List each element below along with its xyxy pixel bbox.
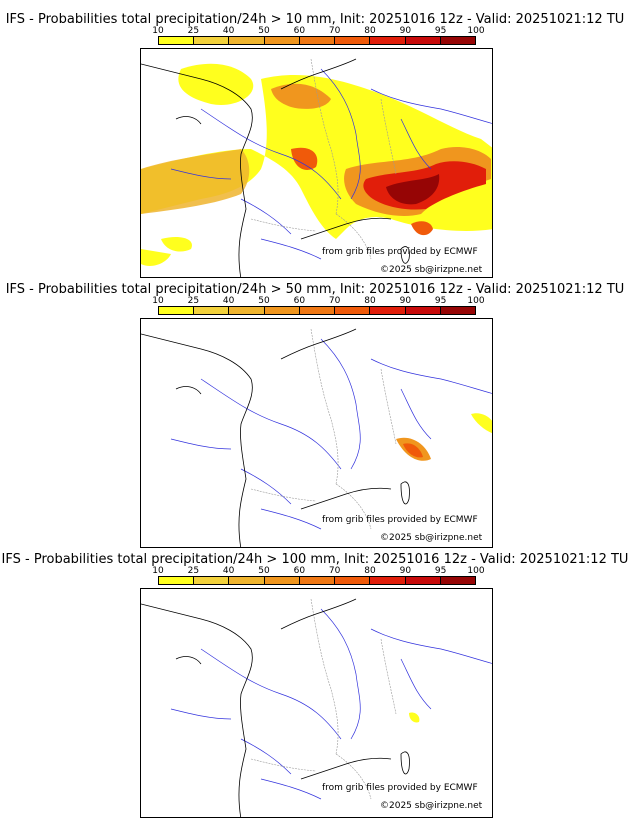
- borders: [250, 598, 397, 800]
- colorbar-tick-label: 95: [434, 566, 447, 576]
- coastline: [141, 598, 410, 817]
- colorbar-segment: [159, 37, 195, 44]
- colorbar-tick-label: 60: [293, 26, 306, 36]
- colorbar-tick-label: 80: [364, 566, 376, 576]
- source-credit: from grib files provided by ECMWF: [322, 783, 478, 793]
- colorbar-tick-label: 90: [399, 296, 412, 306]
- precip-shading: [409, 712, 420, 723]
- colorbar-segment: [159, 307, 195, 314]
- source-credit: from grib files provided by ECMWF: [322, 247, 478, 257]
- colorbar: [158, 576, 476, 585]
- colorbar-segment: [440, 577, 475, 584]
- colorbar-segment: [335, 577, 371, 584]
- colorbar-segment: [405, 577, 441, 584]
- precip-shading: [141, 63, 492, 266]
- colorbar-tick-label: 100: [467, 26, 485, 36]
- colorbar-segment: [370, 307, 406, 314]
- colorbar-segment: [229, 307, 265, 314]
- colorbar-tick-label: 50: [258, 566, 270, 576]
- colorbar-segment: [440, 307, 475, 314]
- precip-shading: [396, 413, 492, 461]
- colorbar-segment: [159, 577, 195, 584]
- colorbar-tick-label: 60: [293, 566, 306, 576]
- colorbar-segment: [405, 307, 441, 314]
- colorbar-tick-label: 80: [364, 296, 376, 306]
- colorbar-tick-label: 50: [258, 26, 270, 36]
- colorbar-segment: [229, 577, 265, 584]
- panel-title: IFS - Probabilities total precipitation/…: [5, 12, 625, 27]
- colorbar-tick-label: 90: [399, 566, 412, 576]
- coastline: [141, 328, 410, 547]
- borders: [250, 58, 397, 260]
- colorbar-tick-label: 60: [293, 296, 306, 306]
- colorbar-tick-label: 10: [152, 296, 164, 306]
- colorbar-segment: [335, 37, 371, 44]
- colorbar-tick-label: 50: [258, 296, 270, 306]
- rivers: [170, 608, 492, 800]
- colorbar-tick-label: 95: [434, 296, 447, 306]
- panel-10mm: IFS - Probabilities total precipitation/…: [0, 0, 630, 278]
- colorbar-segment: [229, 37, 265, 44]
- coastline: [141, 58, 410, 277]
- colorbar-tick-label: 25: [187, 296, 200, 306]
- colorbar-segment: [405, 37, 441, 44]
- colorbar-tick-label: 10: [152, 566, 164, 576]
- copyright-credit: ©2025 sb@irizpne.net: [380, 801, 483, 811]
- colorbar: [158, 36, 476, 45]
- colorbar-tick-label: 70: [328, 26, 341, 36]
- colorbar-tick-label: 10: [152, 26, 164, 36]
- colorbar-segment: [370, 577, 406, 584]
- panel-title: IFS - Probabilities total precipitation/…: [1, 552, 629, 567]
- colorbar-tick-label: 100: [467, 296, 485, 306]
- colorbar: [158, 306, 476, 315]
- colorbar-tick-label: 40: [222, 26, 235, 36]
- source-credit: from grib files provided by ECMWF: [322, 515, 478, 525]
- map-svg: [141, 328, 492, 547]
- colorbar-tick-label: 80: [364, 26, 376, 36]
- panel-100mm: IFS - Probabilities total precipitation/…: [0, 540, 630, 818]
- colorbar-segment: [299, 307, 336, 314]
- panel-50mm: IFS - Probabilities total precipitation/…: [0, 270, 630, 548]
- colorbar-tick-label: 95: [434, 26, 447, 36]
- colorbar-tick-label: 70: [328, 296, 341, 306]
- map-svg: [141, 58, 492, 277]
- map-svg: [141, 598, 492, 817]
- map-area: [140, 48, 493, 278]
- copyright-credit: ©2025 sb@irizpne.net: [380, 265, 483, 275]
- colorbar-tick-label: 90: [399, 26, 412, 36]
- colorbar-segment: [264, 37, 300, 44]
- map-area: [140, 318, 493, 548]
- rivers: [170, 68, 492, 260]
- colorbar-segment: [264, 577, 300, 584]
- colorbar-segment: [335, 307, 371, 314]
- colorbar-segment: [440, 37, 475, 44]
- colorbar-segment: [299, 577, 336, 584]
- colorbar-segment: [264, 307, 300, 314]
- map-area: [140, 588, 493, 818]
- colorbar-tick-label: 25: [187, 26, 200, 36]
- colorbar-segment: [370, 37, 406, 44]
- colorbar-segment: [299, 37, 336, 44]
- panel-title: IFS - Probabilities total precipitation/…: [5, 282, 625, 297]
- colorbar-tick-label: 100: [467, 566, 485, 576]
- colorbar-tick-label: 40: [222, 296, 235, 306]
- colorbar-segment: [194, 577, 230, 584]
- rivers: [170, 338, 492, 530]
- colorbar-tick-label: 70: [328, 566, 341, 576]
- colorbar-segment: [194, 307, 230, 314]
- colorbar-segment: [194, 37, 230, 44]
- copyright-credit: ©2025 sb@irizpne.net: [380, 533, 483, 543]
- colorbar-tick-label: 40: [222, 566, 235, 576]
- colorbar-tick-label: 25: [187, 566, 200, 576]
- borders: [250, 328, 397, 530]
